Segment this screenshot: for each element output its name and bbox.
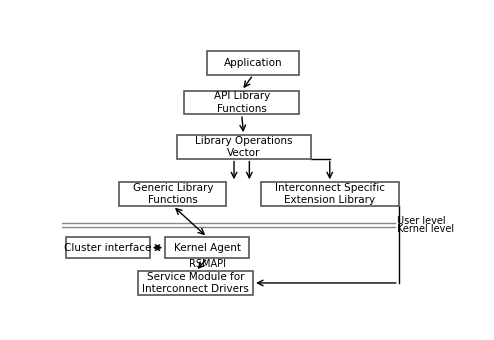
Text: Generic Library
Functions: Generic Library Functions	[132, 183, 213, 205]
FancyBboxPatch shape	[261, 182, 399, 206]
FancyBboxPatch shape	[165, 237, 249, 258]
Text: RSMAPI: RSMAPI	[189, 259, 226, 269]
Text: Interconnect Specific
Extension Library: Interconnect Specific Extension Library	[275, 183, 385, 205]
FancyBboxPatch shape	[66, 237, 150, 258]
FancyBboxPatch shape	[177, 135, 311, 158]
FancyBboxPatch shape	[119, 182, 226, 206]
Text: API Library
Functions: API Library Functions	[213, 91, 270, 114]
Text: Cluster interface: Cluster interface	[64, 243, 151, 253]
Text: Service Module for
Interconnect Drivers: Service Module for Interconnect Drivers	[142, 272, 249, 294]
FancyBboxPatch shape	[184, 90, 299, 114]
Text: Library Operations
Vector: Library Operations Vector	[195, 136, 292, 158]
Text: Application: Application	[224, 58, 283, 68]
FancyBboxPatch shape	[207, 51, 299, 75]
Text: Kernel level: Kernel level	[397, 224, 454, 234]
Text: Kernel Agent: Kernel Agent	[174, 243, 241, 253]
Text: User level: User level	[397, 216, 446, 226]
FancyBboxPatch shape	[138, 271, 253, 295]
